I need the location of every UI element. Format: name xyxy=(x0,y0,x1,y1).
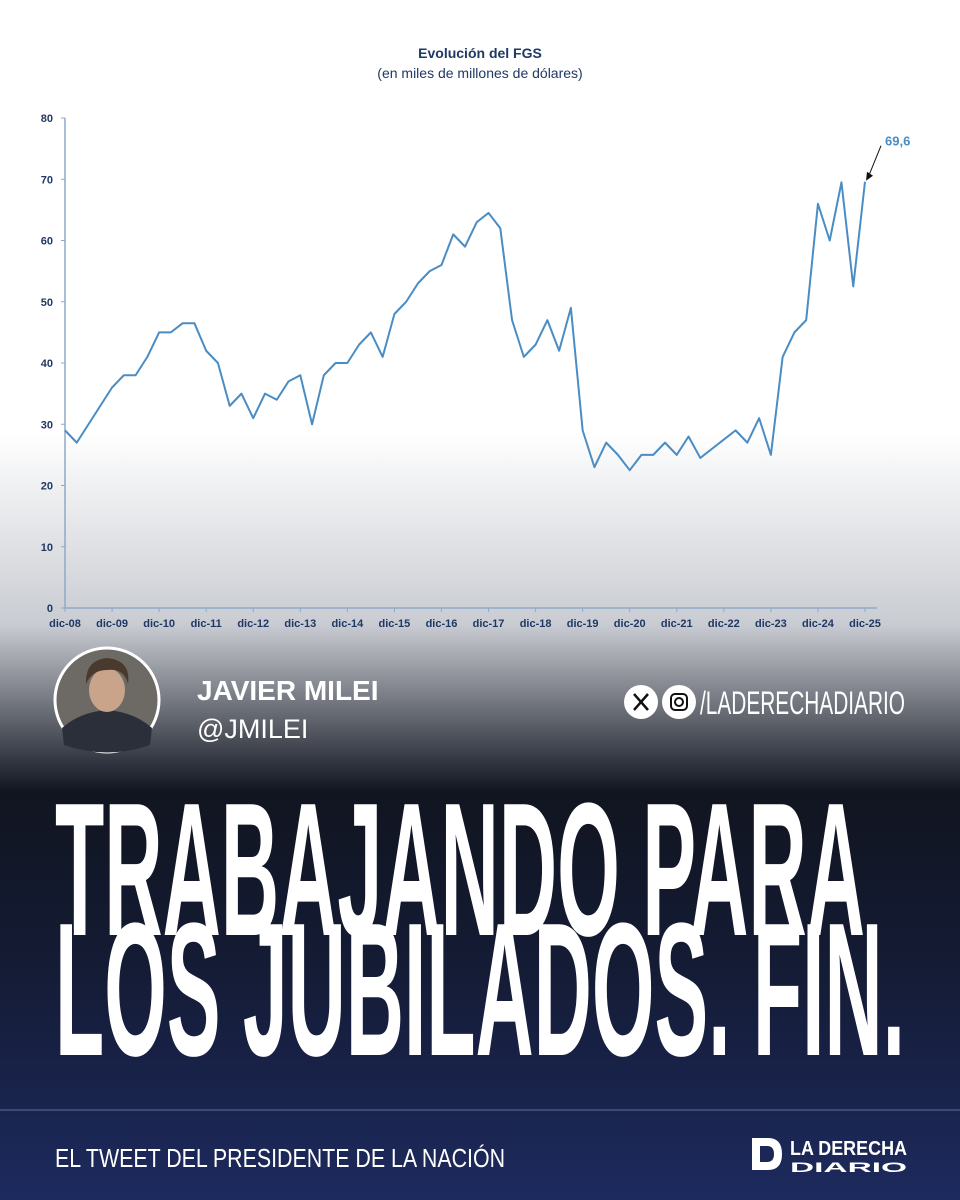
annotation-arrowhead xyxy=(866,171,873,181)
x-tick-label: dic-22 xyxy=(708,618,740,630)
chart: 0 10 20 30 40 50 60 70 80 dic-08 dic-09 dic-10 dic-1… xyxy=(41,113,911,630)
y-tick-label: 30 xyxy=(41,419,53,431)
y-tick-label: 0 xyxy=(47,603,53,615)
line-series xyxy=(64,181,866,472)
logo-top: LA DERECHA xyxy=(790,1138,907,1160)
data-label: 69,6 xyxy=(885,134,910,149)
x-tick-label: dic-16 xyxy=(426,618,458,630)
headline-line: LOS JUBILADOS. FIN. xyxy=(55,884,905,1096)
y-tick-label: 60 xyxy=(41,236,53,248)
x-glyph xyxy=(633,693,649,711)
y-tick-label: 80 xyxy=(41,113,53,125)
brand-handle: /LADERECHADIARIO xyxy=(700,685,905,721)
x-tick-label: dic-25 xyxy=(849,618,881,630)
avatar-face xyxy=(89,668,125,712)
x-tick-label: dic-12 xyxy=(237,618,269,630)
instagram-icon xyxy=(662,685,696,719)
headline-line: TRABAJANDO PARA xyxy=(55,764,865,976)
x-tick-label: dic-09 xyxy=(96,618,128,630)
avatar-body xyxy=(62,710,152,753)
x-tick-label: dic-18 xyxy=(520,618,552,630)
x-tick-label: dic-17 xyxy=(473,618,505,630)
avatar-hair xyxy=(85,658,129,684)
x-tick-label: dic-14 xyxy=(331,618,364,630)
profile-handle: @JMILEI xyxy=(197,714,308,744)
x-tick-label: dic-20 xyxy=(614,618,646,630)
x-tick-label: dic-23 xyxy=(755,618,787,630)
profile-name: JAVIER MILEI xyxy=(197,675,379,706)
x-tick-label: dic-11 xyxy=(191,618,222,630)
instagram-lens xyxy=(674,697,684,707)
logo-mark xyxy=(752,1138,782,1170)
chart-title: Evolución del FGS xyxy=(418,45,542,61)
instagram-glyph xyxy=(670,693,688,711)
y-tick-label: 10 xyxy=(41,542,53,554)
x-tick-label: dic-24 xyxy=(802,618,835,630)
y-tick-label: 40 xyxy=(41,358,53,370)
y-tick-label: 50 xyxy=(41,297,53,309)
x-tick-label: dic-21 xyxy=(661,618,693,630)
x-tick-label: dic-19 xyxy=(567,618,599,630)
y-tick-label: 20 xyxy=(41,481,53,493)
annotation-arrow xyxy=(867,145,882,178)
x-tick-label: dic-13 xyxy=(284,618,316,630)
x-tick-label: dic-10 xyxy=(143,618,175,630)
chart-subtitle: (en miles de millones de dólares) xyxy=(377,65,582,81)
x-tick-label: dic-08 xyxy=(49,618,81,630)
y-tick-label: 70 xyxy=(41,174,53,186)
logo-bottom: DIARIO xyxy=(790,1159,907,1175)
x-tick-label: dic-15 xyxy=(379,618,411,630)
footer-text: EL TWEET DEL PRESIDENTE DE LA NACIÓN xyxy=(55,1143,505,1173)
